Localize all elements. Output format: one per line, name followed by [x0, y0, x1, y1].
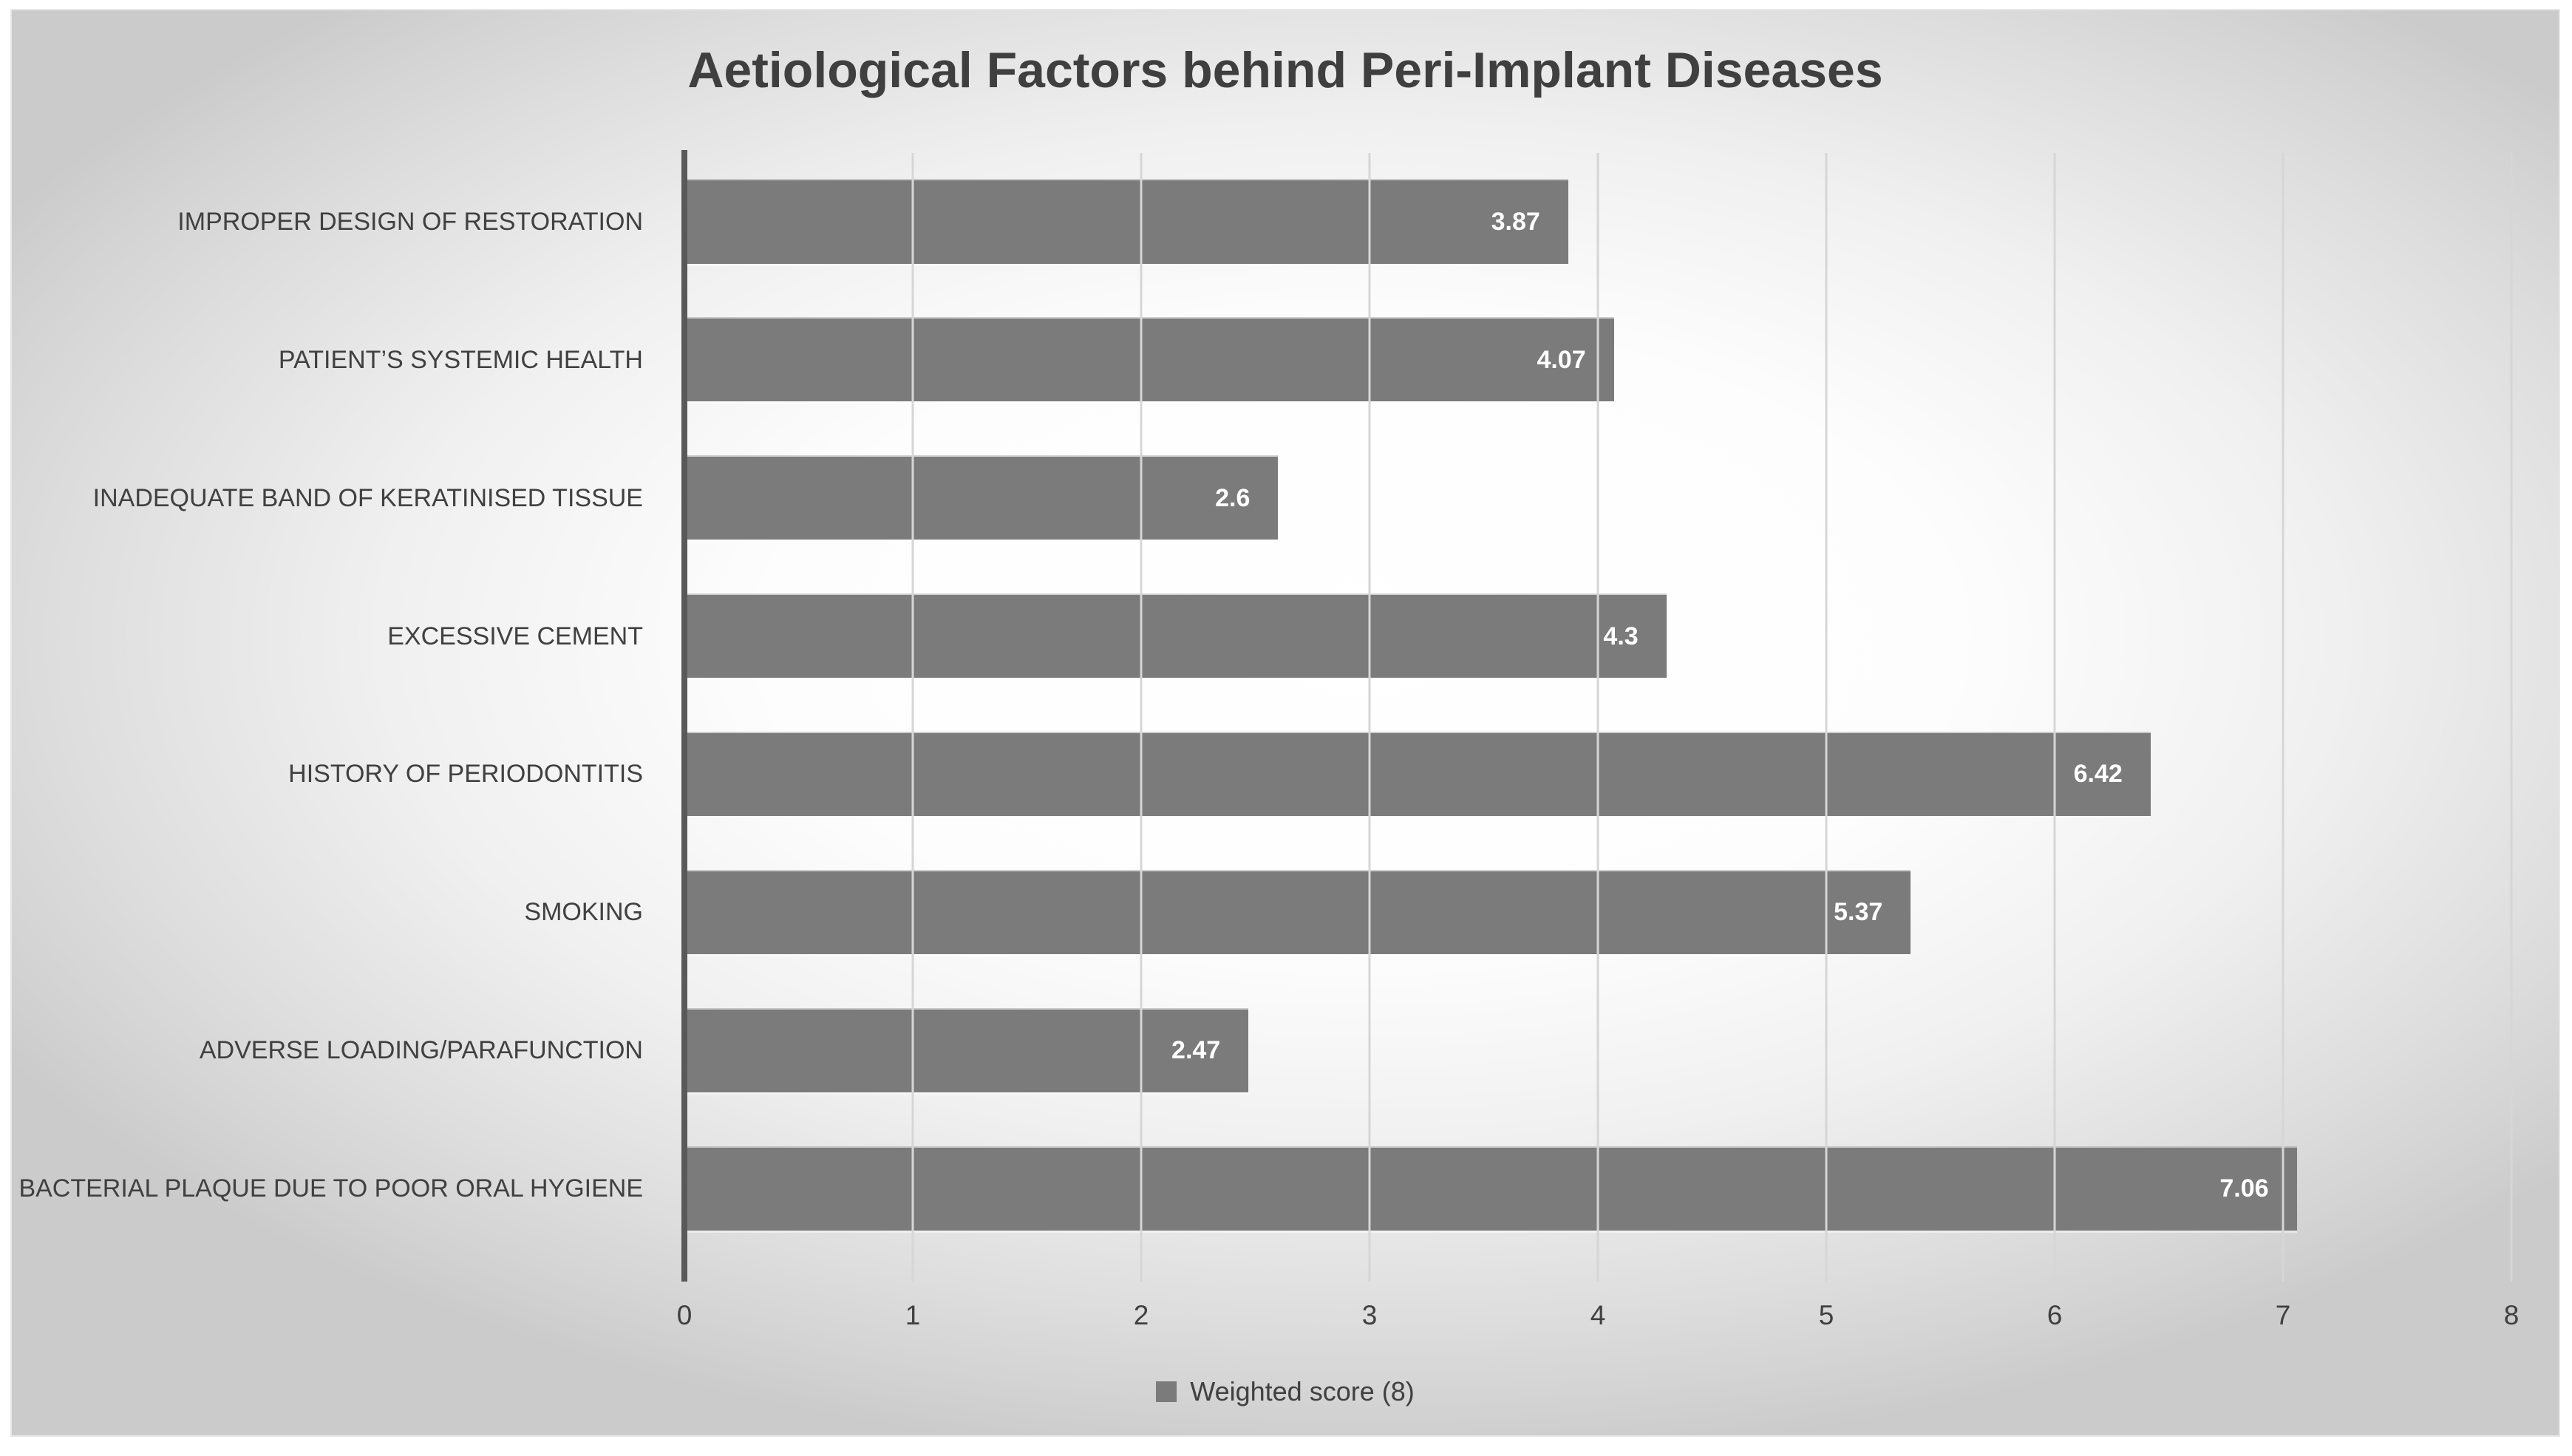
bar-value-label: 2.47: [1171, 1036, 1221, 1065]
x-tick-label: 2: [1133, 1300, 1149, 1330]
gridline: [1368, 153, 1371, 1282]
category-label: SMOKING: [524, 898, 643, 927]
x-tick-label: 4: [1590, 1300, 1606, 1330]
bar-row: 3.87: [684, 153, 2511, 291]
bar-row: 7.06: [684, 1120, 2511, 1258]
y-axis-line: [681, 150, 687, 1282]
category-axis: IMPROPER DESIGN OF RESTORATION PATIENT’S …: [12, 153, 659, 1258]
chart-title: Aetiological Factors behind Peri-Implant…: [687, 42, 1883, 98]
bar-value-label: 5.37: [1834, 898, 1883, 927]
gridline: [1140, 153, 1143, 1282]
bar-row: 2.6: [684, 429, 2511, 568]
legend-swatch-icon: [1156, 1381, 1177, 1402]
x-tick-label: 6: [2047, 1300, 2063, 1330]
x-tick-label: 0: [676, 1300, 693, 1330]
plot-area: 3.87 4.07 2.6 4.3 6.42 5.37 2.47 7.06: [681, 150, 2513, 1282]
category-label: ADVERSE LOADING/PARAFUNCTION: [199, 1036, 643, 1065]
bar-value-label: 4.3: [1603, 622, 1639, 650]
x-axis: 0 1 2 3 4 5 6 7 8: [677, 1300, 2520, 1344]
bar: 4.3: [684, 595, 1667, 678]
legend-label: Weighted score (8): [1190, 1376, 1415, 1406]
x-tick-label: 8: [2503, 1300, 2520, 1330]
x-tick-label: 7: [2275, 1300, 2291, 1330]
gridline: [1596, 153, 1599, 1282]
bar-value-label: 2.6: [1215, 483, 1251, 512]
x-tick-label: 1: [905, 1300, 921, 1330]
bar-row: 2.47: [684, 982, 2511, 1120]
x-tick-label: 5: [1818, 1300, 1834, 1330]
bar: 6.42: [684, 732, 2151, 816]
bar-series: 3.87 4.07 2.6 4.3 6.42 5.37 2.47 7.06: [684, 153, 2511, 1258]
category-label: INADEQUATE BAND OF KERATINISED TISSUE: [92, 483, 643, 512]
bar: 7.06: [684, 1147, 2297, 1231]
bar: 4.07: [684, 319, 1614, 402]
gridline: [2510, 153, 2513, 1282]
category-label: BACTERIAL PLAQUE DUE TO POOR ORAL HYGIEN…: [18, 1174, 643, 1203]
bar-row: 6.42: [684, 706, 2511, 844]
legend: Weighted score (8): [12, 1376, 2559, 1407]
category-label: EXCESSIVE CEMENT: [387, 622, 643, 650]
bar: 3.87: [684, 180, 1568, 264]
bar: 2.47: [684, 1009, 1249, 1092]
bar-value-label: 7.06: [2219, 1174, 2269, 1203]
bar-value-label: 4.07: [1537, 345, 1586, 374]
category-label: IMPROPER DESIGN OF RESTORATION: [177, 207, 643, 236]
gridline: [2053, 153, 2056, 1282]
bar-value-label: 3.87: [1491, 207, 1540, 236]
bar-row: 5.37: [684, 843, 2511, 982]
gridline: [2282, 153, 2284, 1282]
bar-row: 4.3: [684, 568, 2511, 706]
bar-value-label: 6.42: [2073, 760, 2123, 789]
bar: 5.37: [684, 871, 1911, 954]
chart-canvas: Aetiological Factors behind Peri-Implant…: [10, 9, 2560, 1437]
category-label: HISTORY OF PERIODONTITIS: [288, 760, 643, 789]
bar: 2.6: [684, 457, 1279, 540]
x-tick-label: 3: [1361, 1300, 1378, 1330]
gridline: [1825, 153, 1828, 1282]
gridline: [911, 153, 914, 1282]
bar-row: 4.07: [684, 291, 2511, 429]
category-label: PATIENT’S SYSTEMIC HEALTH: [278, 345, 643, 374]
